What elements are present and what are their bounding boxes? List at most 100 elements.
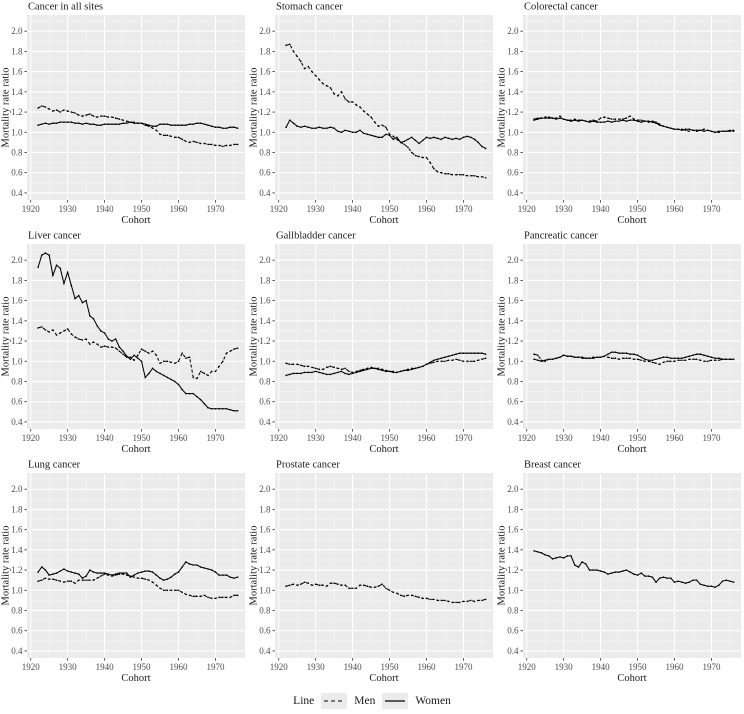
panel-title: Colorectal cancer: [524, 2, 598, 13]
y-tick-label: 1.4: [507, 316, 519, 326]
x-axis-title: Cohort: [617, 215, 646, 226]
x-tick-label: 1930: [555, 662, 574, 672]
panel-title: Stomach cancer: [276, 2, 343, 13]
y-axis-title: Mortality rate ratio: [1, 297, 12, 377]
y-tick-label: 0.8: [259, 376, 271, 386]
y-tick-label: 0.4: [11, 417, 23, 427]
x-tick-label: 1930: [555, 204, 574, 214]
y-tick-label: 1.8: [259, 504, 271, 514]
y-tick-label: 1.8: [259, 275, 271, 285]
y-tick-label: 1.8: [11, 275, 23, 285]
y-axis-title: Mortality rate ratio: [249, 526, 260, 606]
y-tick-label: 2.0: [507, 484, 519, 494]
y-tick-label: 1.2: [259, 565, 270, 575]
y-tick-label: 1.4: [507, 545, 519, 555]
panel-title: Pancreatic cancer: [524, 231, 598, 242]
x-axis-title: Cohort: [369, 673, 398, 684]
plot-area: [523, 473, 741, 658]
legend-label-men: Men: [354, 694, 376, 707]
y-tick-label: 1.6: [11, 296, 23, 306]
x-tick-label: 1960: [169, 433, 188, 443]
y-tick-label: 1.2: [259, 336, 270, 346]
x-tick-label: 1950: [133, 662, 152, 672]
x-axis-title: Cohort: [617, 673, 646, 684]
chart-panel-liver-cancer: 0.4 0.6 0.8 1.0 1.2 1.4 1.6 1.8 2.0 1920 1930 1940 1…: [0, 229, 248, 458]
chart-grid: 0.4 0.6 0.8 1.0 1.2 1.4 1.6 1.8 2.0 1920 1930 1940 1…: [0, 2, 744, 687]
panel-svg: 0.4 0.6 0.8 1.0 1.2 1.4 1.6 1.8 2.0 1920 1930 1940 1…: [497, 2, 741, 226]
x-tick-label: 1960: [665, 662, 684, 672]
x-tick-label: 1930: [555, 433, 574, 443]
x-tick-label: 1950: [629, 204, 648, 214]
y-tick-label: 0.6: [259, 626, 271, 636]
y-tick-label: 1.8: [11, 504, 23, 514]
y-tick-label: 1.4: [11, 87, 23, 97]
y-axis-title: Mortality rate ratio: [497, 297, 508, 377]
y-axis-title: Mortality rate ratio: [249, 68, 260, 148]
x-axis-title: Cohort: [121, 444, 150, 455]
x-tick-label: 1960: [665, 204, 684, 214]
y-tick-label: 0.4: [11, 188, 23, 198]
x-axis-title: Cohort: [121, 215, 150, 226]
y-tick-label: 1.6: [507, 67, 519, 77]
y-tick-label: 1.4: [259, 545, 271, 555]
x-tick-label: 1940: [344, 204, 363, 214]
y-tick-label: 1.8: [259, 46, 271, 56]
y-tick-label: 2.0: [11, 26, 23, 36]
y-tick-label: 2.0: [259, 484, 271, 494]
legend-key-men-dashed-line-icon: [321, 692, 348, 709]
x-tick-label: 1970: [454, 433, 473, 443]
chart-panel-pancreatic-cancer: 0.4 0.6 0.8 1.0 1.2 1.4 1.6 1.8 2.0 1920 1930 1940 1…: [496, 229, 744, 458]
y-tick-label: 1.6: [259, 67, 271, 77]
x-tick-label: 1950: [133, 433, 152, 443]
x-tick-label: 1920: [22, 662, 41, 672]
x-tick-label: 1950: [381, 433, 400, 443]
y-tick-label: 1.0: [259, 585, 271, 595]
x-tick-label: 1970: [206, 204, 225, 214]
y-tick-label: 0.4: [507, 646, 519, 656]
y-tick-label: 1.2: [11, 336, 22, 346]
plot-area: [275, 473, 493, 658]
x-tick-label: 1920: [22, 433, 41, 443]
x-tick-label: 1960: [417, 204, 436, 214]
x-tick-label: 1920: [518, 662, 537, 672]
x-axis-title: Cohort: [369, 444, 398, 455]
y-tick-label: 2.0: [507, 255, 519, 265]
chart-panel-breast-cancer: 0.4 0.6 0.8 1.0 1.2 1.4 1.6 1.8 2.0 1920 1930 1940 1…: [496, 458, 744, 687]
panel-title: Gallbladder cancer: [276, 231, 356, 242]
y-tick-label: 1.0: [507, 585, 519, 595]
x-tick-label: 1940: [344, 662, 363, 672]
panel-title: Liver cancer: [28, 231, 81, 242]
x-tick-label: 1920: [22, 204, 41, 214]
plot-area: [275, 15, 493, 200]
y-tick-label: 0.8: [507, 376, 519, 386]
y-tick-label: 0.4: [507, 417, 519, 427]
y-tick-label: 1.6: [259, 296, 271, 306]
y-tick-label: 0.6: [507, 626, 519, 636]
panel-svg: 0.4 0.6 0.8 1.0 1.2 1.4 1.6 1.8 2.0 1920 1930 1940 1…: [497, 460, 741, 684]
x-tick-label: 1970: [206, 433, 225, 443]
x-tick-label: 1940: [96, 204, 115, 214]
y-tick-label: 0.8: [259, 147, 271, 157]
y-tick-label: 0.8: [11, 605, 23, 615]
x-tick-label: 1970: [206, 662, 225, 672]
y-tick-label: 1.4: [11, 316, 23, 326]
y-tick-label: 1.8: [507, 504, 519, 514]
y-tick-label: 0.6: [11, 168, 23, 178]
y-tick-label: 1.0: [11, 356, 23, 366]
plot-area: [27, 473, 245, 658]
panel-svg: 0.4 0.6 0.8 1.0 1.2 1.4 1.6 1.8 2.0 1920 1930 1940 1…: [249, 460, 493, 684]
y-tick-label: 0.6: [259, 168, 271, 178]
y-tick-label: 0.8: [259, 605, 271, 615]
y-tick-label: 2.0: [259, 26, 271, 36]
x-tick-label: 1940: [344, 433, 363, 443]
y-axis-title: Mortality rate ratio: [497, 526, 508, 606]
x-tick-label: 1920: [270, 433, 289, 443]
y-tick-label: 1.2: [11, 107, 22, 117]
y-tick-label: 0.6: [11, 626, 23, 636]
x-tick-label: 1920: [518, 204, 537, 214]
plot-area: [523, 15, 741, 200]
y-tick-label: 1.0: [259, 356, 271, 366]
y-axis-title: Mortality rate ratio: [1, 68, 12, 148]
panel-svg: 0.4 0.6 0.8 1.0 1.2 1.4 1.6 1.8 2.0 1920 1930 1940 1…: [1, 460, 245, 684]
